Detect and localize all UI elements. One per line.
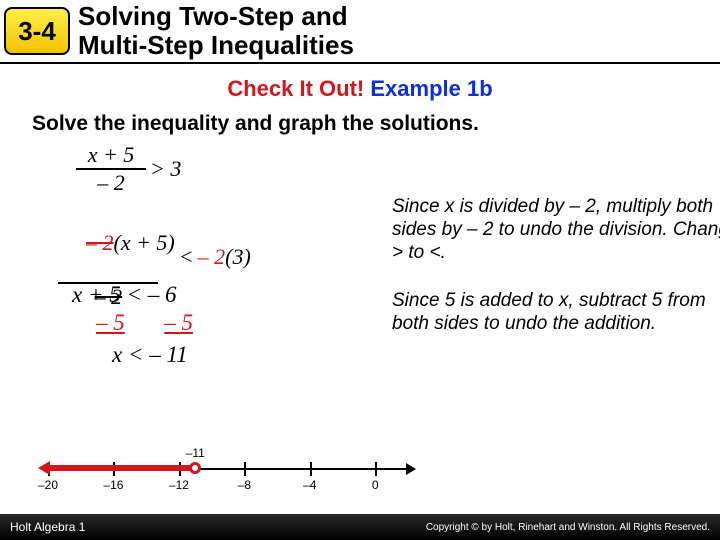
- lesson-badge: 3-4: [4, 7, 70, 55]
- subheading: Check It Out! Example 1b: [0, 76, 720, 102]
- footer-right: Copyright © by Holt, Rinehart and Winsto…: [426, 522, 710, 533]
- tick: [375, 462, 377, 476]
- content: x + 5 – 2 > 3 – 2(x + 5) – 2 < – 2 (3) x…: [56, 142, 720, 442]
- open-circle-point: [189, 462, 201, 474]
- title-line-2: Multi-Step Inequalities: [78, 31, 354, 60]
- step5-result: x < – 11: [112, 342, 188, 368]
- step1-fraction: x + 5 – 2 > 3: [76, 142, 185, 196]
- tick-label: –20: [38, 478, 58, 492]
- step1-relation: > 3: [150, 156, 181, 182]
- instruction: Solve the inequality and graph the solut…: [32, 112, 720, 136]
- tick: [244, 462, 246, 476]
- step4-left: – 5: [96, 310, 125, 335]
- explanation-1: Since x is divided by – 2, multiply both…: [392, 196, 720, 264]
- subheading-blue: Example 1b: [370, 76, 492, 101]
- lesson-number: 3-4: [18, 16, 56, 47]
- tick-label: 0: [372, 478, 379, 492]
- lesson-title: Solving Two-Step and Multi-Step Inequali…: [78, 2, 354, 59]
- tick-label: –8: [238, 478, 251, 492]
- step2-mult-left: – 2: [86, 230, 114, 255]
- tick-label: –12: [169, 478, 189, 492]
- step1-denominator: – 2: [97, 170, 125, 196]
- solution-ray: [48, 465, 195, 471]
- number-line: –20–16–12–8–40 –11: [48, 444, 408, 494]
- step2-mult-right: – 2: [198, 244, 226, 270]
- point-label: –11: [186, 446, 205, 460]
- footer-left: Holt Algebra 1: [10, 520, 85, 534]
- step1-numerator: x + 5: [88, 142, 135, 168]
- step3-line: x + 5 < – 6: [72, 282, 177, 308]
- tick: [310, 462, 312, 476]
- step4-right: – 5: [164, 310, 193, 335]
- step2-numerator: (x + 5): [114, 230, 175, 255]
- explanation-2: Since 5 is added to x, subtract 5 from b…: [392, 290, 720, 336]
- subheading-red: Check It Out!: [227, 76, 370, 101]
- title-line-1: Solving Two-Step and: [78, 2, 354, 31]
- step2-rhs: (3): [225, 244, 251, 270]
- tick-label: –16: [103, 478, 123, 492]
- step2-relation: <: [179, 244, 194, 270]
- lesson-header: 3-4 Solving Two-Step and Multi-Step Ineq…: [0, 0, 720, 64]
- tick-label: –4: [303, 478, 316, 492]
- step4-line: – 5 – 5: [96, 310, 193, 336]
- footer: Holt Algebra 1 Copyright © by Holt, Rine…: [0, 514, 720, 540]
